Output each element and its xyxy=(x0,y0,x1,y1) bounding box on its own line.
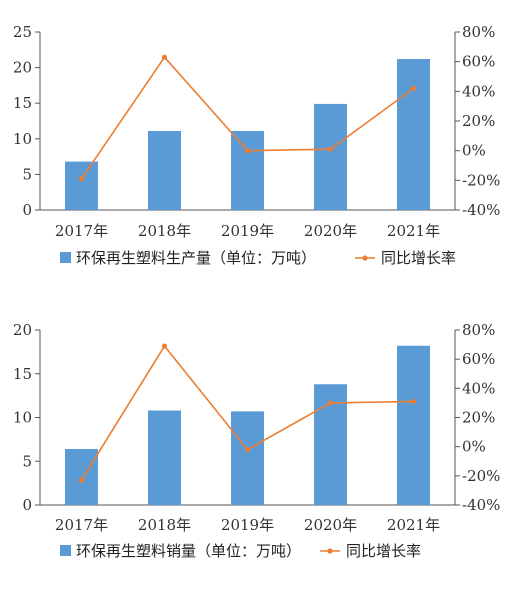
bar-2019年 xyxy=(231,411,264,505)
legend-line-label: 同比增长率 xyxy=(381,249,456,267)
growth-rate-point-2018年 xyxy=(161,343,168,349)
left-tick-label: 10 xyxy=(13,409,32,427)
left-tick-label: 15 xyxy=(13,94,32,112)
legend-bar-swatch xyxy=(60,545,71,556)
growth-rate-point-2021年 xyxy=(410,398,417,405)
right-tick-label: 0% xyxy=(462,142,486,160)
x-tick-label: 2018年 xyxy=(138,516,191,534)
right-tick-label: 60% xyxy=(462,350,495,368)
bar-2021年 xyxy=(397,59,430,210)
left-tick-label: 20 xyxy=(13,59,32,77)
bar-2017年 xyxy=(65,449,98,505)
legend-bar-swatch xyxy=(60,252,71,263)
left-tick-label: 0 xyxy=(22,496,32,514)
left-tick-label: 20 xyxy=(13,321,32,339)
right-tick-label: 60% xyxy=(462,53,495,71)
left-tick-label: 10 xyxy=(13,130,32,148)
bar-2018年 xyxy=(148,130,181,210)
left-tick-label: 5 xyxy=(22,165,32,183)
x-tick-label: 2020年 xyxy=(304,222,357,240)
x-tick-label: 2017年 xyxy=(55,222,108,240)
growth-rate-point-2019年 xyxy=(244,446,251,453)
right-tick-label: 80% xyxy=(462,23,495,41)
chart-1: 0 5 10 15 20 25 -40% -20% 0% 20% 40% 60% 80% 2017年 201… xyxy=(13,23,501,267)
right-tick-label: -40% xyxy=(462,201,500,219)
growth-rate-point-2018年 xyxy=(161,54,168,60)
x-tick-label: 2021年 xyxy=(387,222,440,240)
legend-line-marker xyxy=(327,548,333,554)
x-tick-label: 2019年 xyxy=(221,222,274,240)
bar-2019年 xyxy=(231,130,264,210)
legend-bar-label: 环保再生塑料生产量（单位：万吨） xyxy=(76,249,316,267)
left-tick-label: 0 xyxy=(22,201,32,219)
growth-rate-point-2017年 xyxy=(78,477,85,483)
bar-2020年 xyxy=(314,103,347,210)
x-tick-label: 2019年 xyxy=(221,516,274,534)
legend: 环保再生塑料销量（单位：万吨） 同比增长率 xyxy=(60,542,421,560)
growth-rate-point-2017年 xyxy=(78,176,85,182)
x-tick-label: 2020年 xyxy=(304,516,357,534)
growth-rate-point-2021年 xyxy=(410,85,417,91)
right-tick-label: 40% xyxy=(462,82,495,100)
legend-bar-label: 环保再生塑料销量（单位：万吨） xyxy=(76,542,301,560)
right-tick-label: -40% xyxy=(462,496,500,514)
bar-2017年 xyxy=(65,161,98,210)
right-tick-label: 20% xyxy=(462,409,495,427)
legend-line-label: 同比增长率 xyxy=(346,542,421,560)
right-tick-label: 0% xyxy=(462,438,486,456)
growth-rate-point-2019年 xyxy=(244,148,251,154)
right-tick-label: 80% xyxy=(462,321,495,339)
growth-rate-point-2020年 xyxy=(327,400,334,406)
chart-2: 0 5 10 15 20 -40% -20% 0% 20% 40% 60% 80% 2017年 2018年… xyxy=(13,321,501,560)
bar-2021年 xyxy=(397,345,430,505)
right-tick-label: 40% xyxy=(462,379,495,397)
bar-2018年 xyxy=(148,410,181,505)
legend: 环保再生塑料生产量（单位：万吨） 同比增长率 xyxy=(60,249,456,267)
right-tick-label: 20% xyxy=(462,112,495,130)
x-tick-label: 2017年 xyxy=(55,516,108,534)
right-tick-label: -20% xyxy=(462,171,500,189)
left-tick-label: 25 xyxy=(13,23,32,41)
x-tick-label: 2018年 xyxy=(138,222,191,240)
right-tick-label: -20% xyxy=(462,467,500,485)
x-tick-label: 2021年 xyxy=(387,516,440,534)
growth-rate-point-2020年 xyxy=(327,146,334,152)
legend-line-marker xyxy=(362,255,368,261)
left-tick-label: 5 xyxy=(22,452,32,470)
left-tick-label: 15 xyxy=(13,365,32,383)
